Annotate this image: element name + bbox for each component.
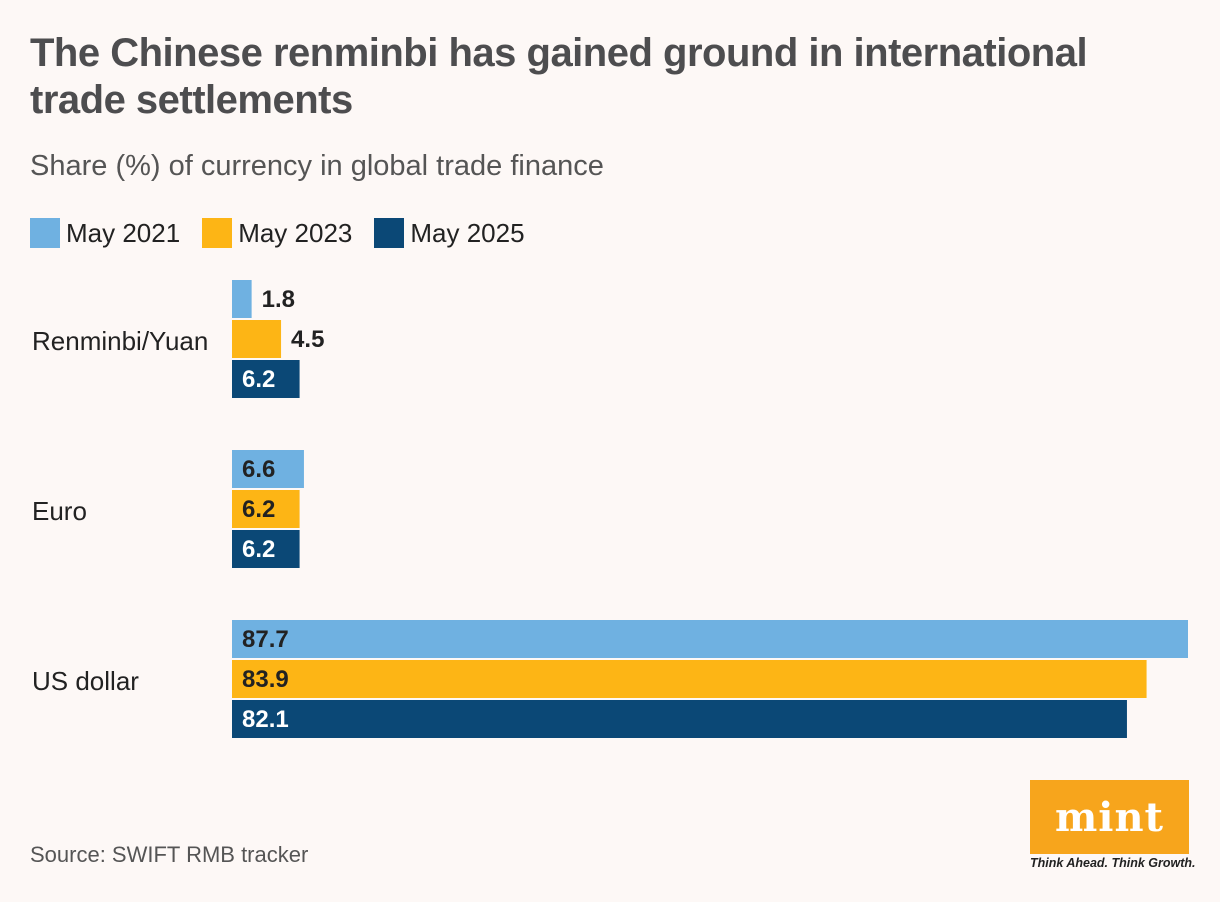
legend-swatch (30, 218, 60, 248)
category-label: Renminbi/Yuan (32, 326, 208, 356)
data-label: 6.2 (242, 536, 275, 563)
legend-swatch (202, 218, 233, 248)
legend-item-may-2025: May 2025 (374, 217, 525, 249)
legend-label: May 2025 (410, 217, 525, 248)
data-label: 6.2 (242, 496, 275, 523)
data-label: 82.1 (242, 706, 289, 733)
data-label: 1.8 (262, 286, 295, 313)
data-label: 87.7 (242, 626, 289, 653)
data-label: 6.2 (242, 366, 275, 393)
bar (232, 280, 252, 318)
data-label: 6.6 (242, 456, 275, 483)
legend-item-may-2021: May 2021 (30, 218, 180, 249)
legend-item-may-2023: May 2023 (202, 218, 352, 249)
legend-label: May 2023 (238, 217, 353, 248)
source-note: Source: SWIFT RMB tracker (30, 842, 309, 867)
chart-subtitle: Share (%) of currency in global trade fi… (30, 150, 604, 182)
chart-title: The Chinese renminbi has gained ground i… (30, 31, 1088, 122)
bar (232, 450, 304, 488)
bar (232, 620, 1188, 658)
bar (232, 530, 300, 568)
bar (232, 490, 300, 528)
legend-label: May 2021 (66, 217, 181, 248)
category-label: Euro (32, 496, 87, 526)
data-label: 83.9 (242, 666, 289, 693)
bar (232, 320, 282, 358)
legend-swatch (374, 218, 405, 248)
category-label: US dollar (32, 666, 139, 696)
logo-text: mint (1054, 793, 1165, 841)
data-label: 4.5 (291, 326, 324, 353)
logo-tagline: Think Ahead. Think Growth. (1030, 856, 1196, 870)
bar (232, 360, 300, 398)
bar (232, 700, 1127, 738)
mint-logo: mint (1030, 780, 1189, 854)
bar (232, 660, 1147, 698)
legend: May 2021 May 2023 May 2025 (30, 217, 547, 249)
